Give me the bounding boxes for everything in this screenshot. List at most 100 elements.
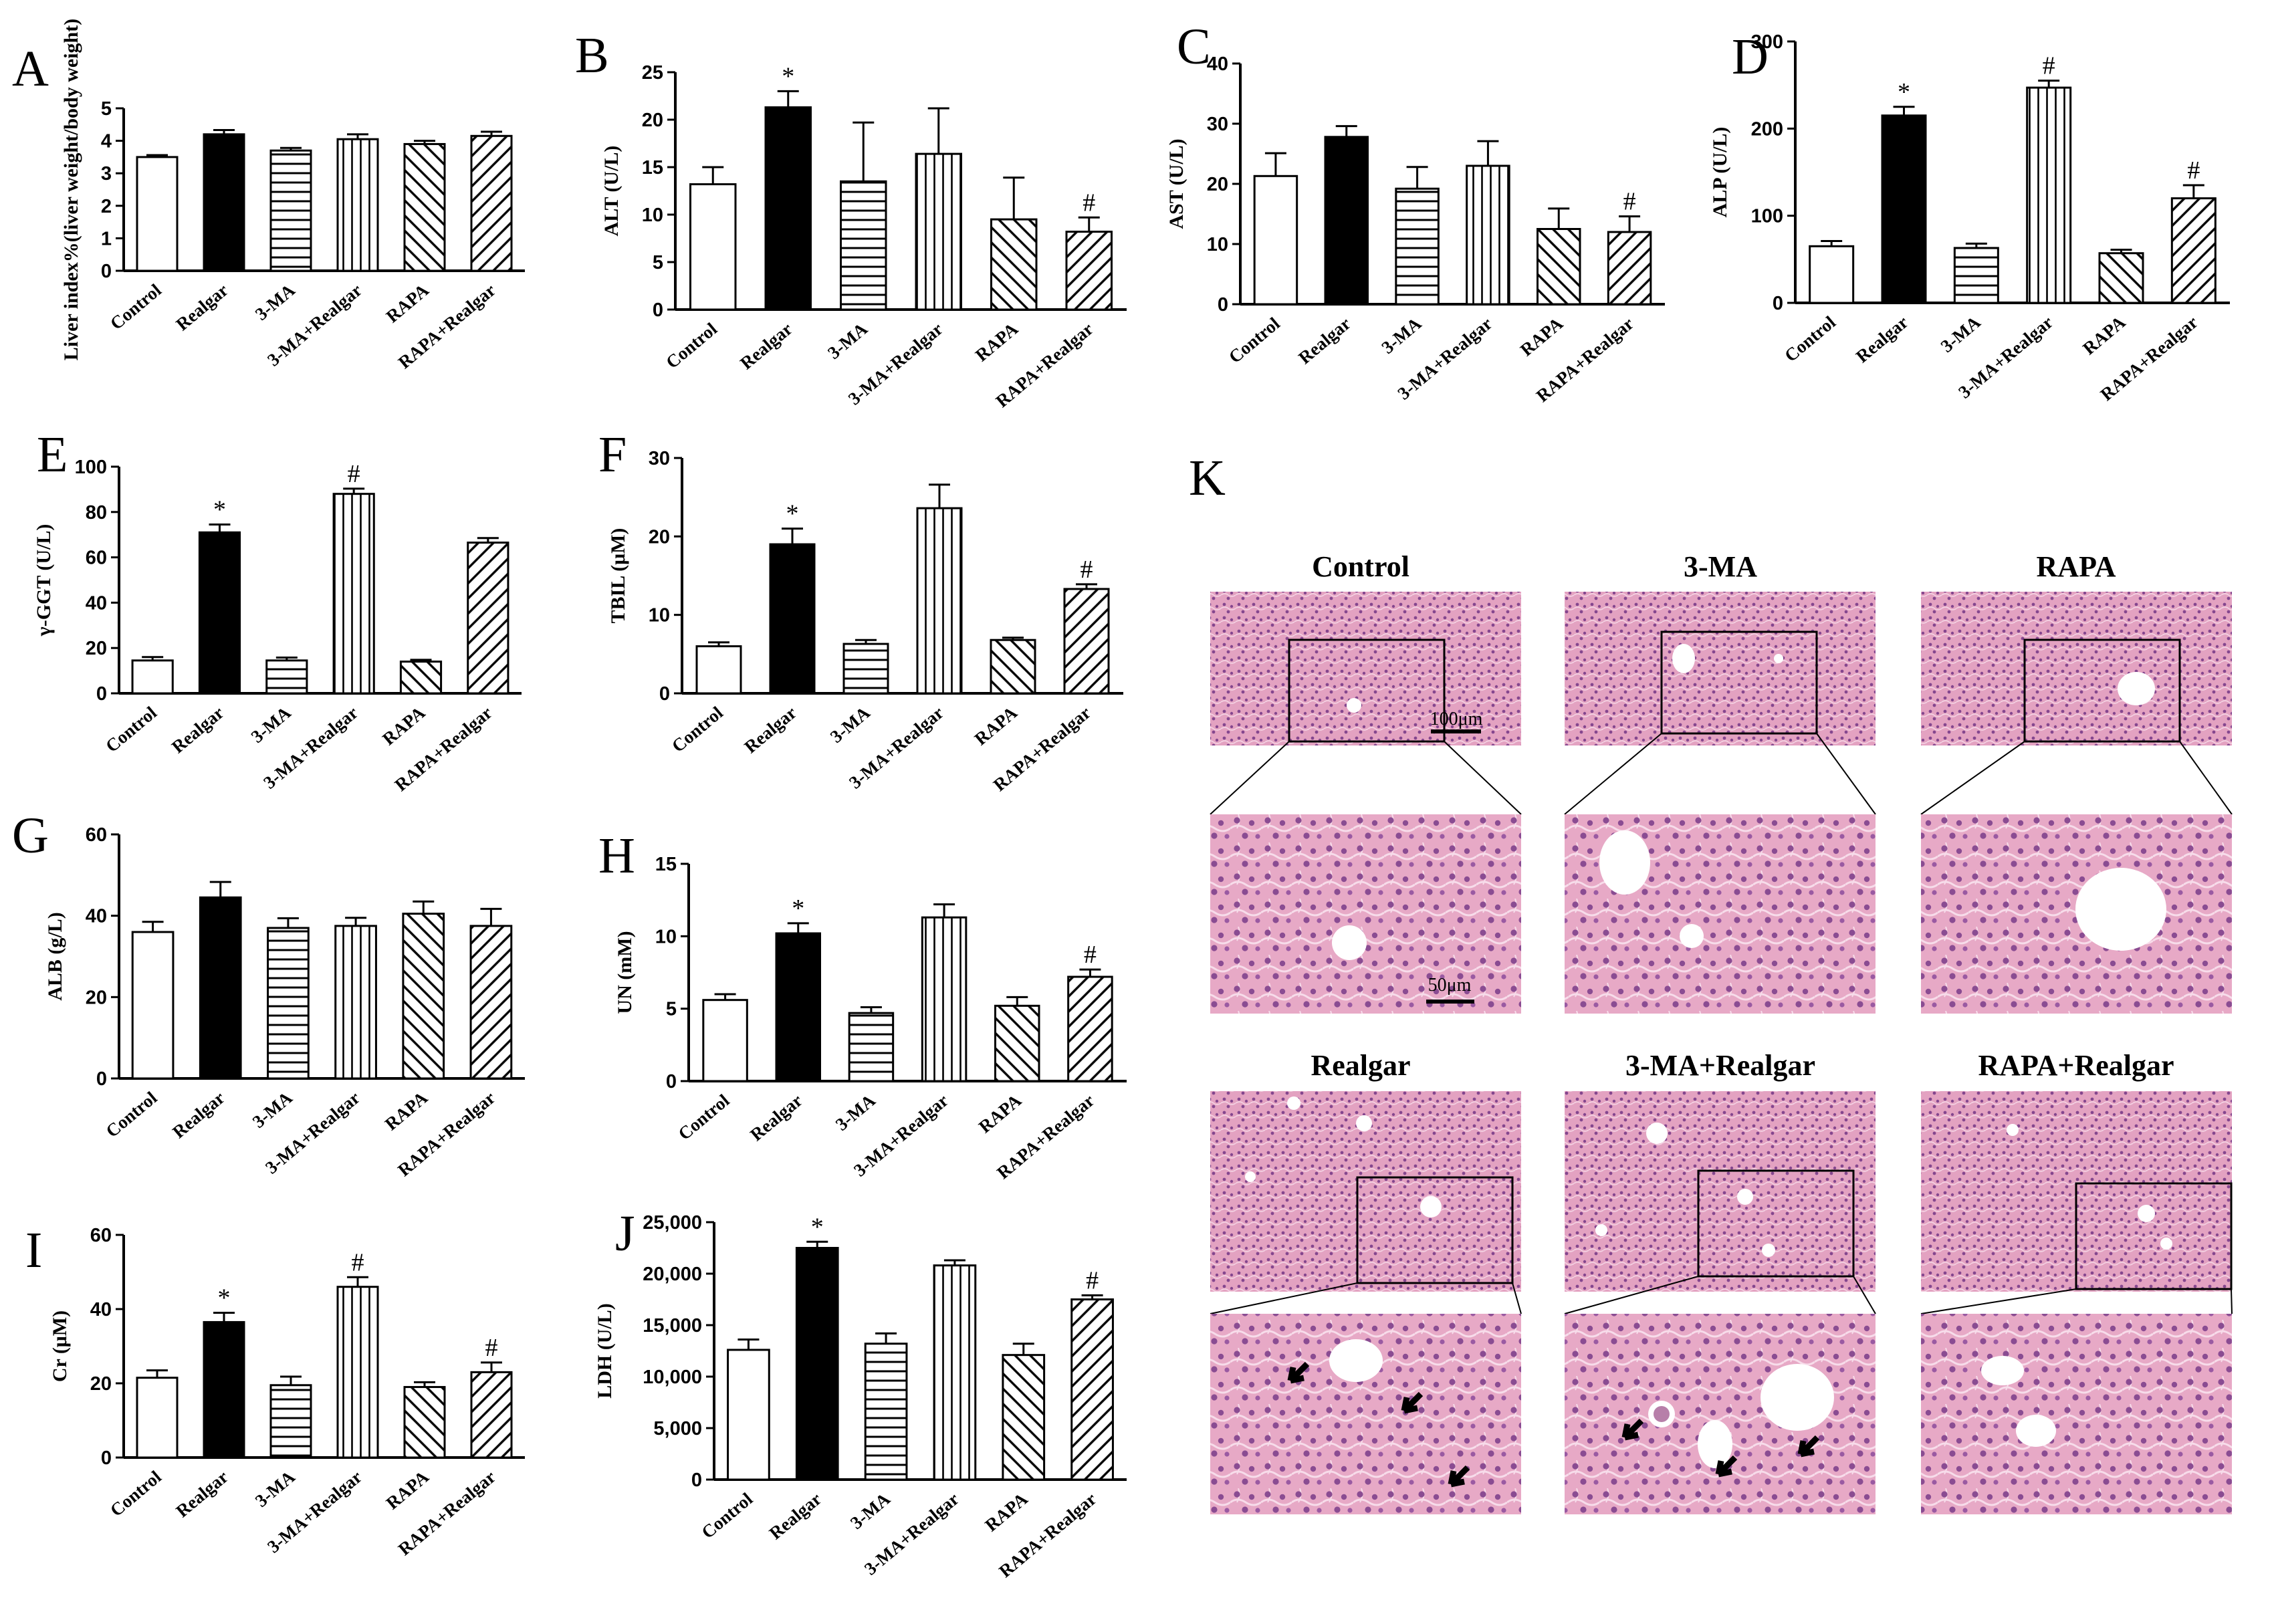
bar-rapa — [990, 639, 1036, 695]
category-label: RAPA — [972, 318, 1022, 365]
panel-letter: B — [575, 27, 609, 84]
micrograph-title-3ma-realgar: 3-MA+Realgar — [1625, 1049, 1815, 1082]
y-tick-label: 25,000 — [643, 1212, 702, 1234]
arrow-icon — [1401, 1391, 1424, 1414]
y-tick-label: 10,000 — [643, 1367, 702, 1388]
bar-rapa-realgar — [1070, 1298, 1114, 1481]
y-tick-label: 20 — [649, 526, 670, 548]
y-tick-label: 60 — [86, 548, 107, 569]
y-tick-label: 5 — [101, 98, 112, 120]
bar-3-ma — [1953, 247, 1999, 304]
significance-mark: # — [1623, 188, 1636, 216]
y-tick-label: 0 — [101, 1447, 112, 1469]
category-label: Control — [1781, 312, 1839, 366]
bar-3-ma-realgar — [332, 493, 375, 695]
bar-control — [689, 183, 737, 311]
bar-3-ma-realgar — [336, 1286, 379, 1459]
category-label: Control — [662, 318, 721, 372]
bar-rapa — [402, 913, 445, 1080]
micrograph-3ma-low — [1565, 592, 1876, 745]
bar-rapa-realgar — [469, 925, 513, 1080]
bar-realgar — [769, 543, 816, 695]
bar-realgar — [764, 106, 812, 311]
y-tick-label: 20 — [90, 1373, 112, 1395]
y-tick-label: 5 — [666, 999, 677, 1020]
y-axis-label: ALT (U/L) — [600, 146, 622, 237]
category-label: Realgar — [168, 703, 227, 758]
significance-mark: * — [811, 1213, 824, 1241]
bar-rapa-realgar — [467, 542, 509, 695]
category-label: Realgar — [746, 1090, 806, 1145]
bar-control — [131, 931, 175, 1080]
bar-3-ma — [269, 149, 312, 272]
category-label: Control — [675, 1090, 733, 1144]
y-tick-label: 30 — [1207, 114, 1228, 135]
y-tick-label: 20,000 — [643, 1264, 702, 1285]
arrow-icon — [1287, 1361, 1310, 1384]
category-label: Realgar — [736, 319, 796, 374]
bar-rapa — [1537, 228, 1581, 306]
significance-mark: # — [1084, 941, 1097, 969]
y-tick-label: 15 — [655, 854, 677, 875]
significance-mark: * — [1898, 78, 1910, 106]
micrograph-rapa-high — [1921, 814, 2232, 1014]
y-tick-label: 20 — [86, 638, 107, 659]
y-tick-label: 10 — [655, 926, 677, 947]
bar-realgar — [198, 531, 241, 695]
category-label: Realgar — [168, 1088, 228, 1143]
bar-3-ma-realgar — [1466, 164, 1510, 306]
y-tick-label: 5,000 — [653, 1418, 702, 1439]
chart-e: E 0 20 40 60 80 100 γ-GGT (U/L) Control * Realgar 3… — [33, 427, 522, 795]
bar-3-ma — [265, 659, 308, 695]
micrograph-realgar-low — [1210, 1091, 1521, 1292]
bar-rapa-realgar — [1063, 588, 1110, 695]
bar-3-ma — [864, 1343, 908, 1481]
category-label: 3-MA — [824, 318, 871, 363]
scale-bar-label-100: 100μm — [1430, 709, 1483, 729]
category-label: RAPA — [378, 702, 429, 749]
bar-realgar — [1881, 114, 1927, 304]
category-label: Control — [102, 702, 160, 756]
micrograph-rapa-realgar-high — [1921, 1314, 2232, 1514]
category-label: 3-MA — [247, 702, 295, 747]
bar-control — [702, 999, 748, 1082]
bar-rapa — [1002, 1354, 1046, 1481]
y-axis-label: LDH (U/L) — [594, 1303, 616, 1399]
category-label: 3-MA — [249, 1087, 296, 1132]
bar-control — [695, 645, 742, 695]
y-tick-label: 15 — [642, 157, 663, 179]
significance-mark: # — [1081, 556, 1093, 584]
micrograph-rapa-low — [1921, 592, 2232, 745]
panel-letter: H — [598, 828, 635, 884]
bar-rapa — [403, 142, 446, 272]
y-tick-label: 60 — [90, 1225, 112, 1246]
significance-mark: # — [348, 460, 360, 488]
bar-realgar — [199, 896, 242, 1080]
bar-3-ma-realgar — [334, 925, 377, 1080]
y-tick-label: 10 — [642, 205, 663, 226]
category-label: RAPA — [382, 1466, 433, 1513]
y-tick-label: 40 — [86, 906, 107, 927]
significance-mark: * — [782, 62, 794, 90]
bar-3-ma — [840, 180, 887, 311]
micrograph-title-rapa-realgar: RAPA+Realgar — [1978, 1049, 2174, 1082]
chart-d: D 0 100 200 300 ALP (U/L) Control * Realgar 3-MA #… — [1709, 29, 2230, 404]
significance-mark: # — [2187, 156, 2200, 185]
arrow-icon — [1448, 1465, 1470, 1488]
y-tick-label: 40 — [90, 1299, 112, 1320]
y-tick-label: 0 — [96, 1068, 107, 1090]
bar-rapa — [2098, 252, 2144, 304]
micrograph-rapa-realgar-low — [1921, 1091, 2233, 1292]
category-label: 3-MA — [846, 1488, 894, 1533]
y-tick-label: 80 — [86, 502, 107, 524]
panel-letter: J — [615, 1205, 635, 1262]
category-label: Control — [1225, 313, 1284, 367]
bar-3-ma-realgar — [933, 1264, 977, 1481]
y-tick-label: 1 — [101, 228, 112, 249]
bar-rapa-realgar — [470, 1371, 513, 1459]
category-label: Realgar — [1294, 314, 1354, 368]
micrograph-3ma-realgar-high — [1565, 1314, 1876, 1514]
y-axis-label: TBIL (μM) — [607, 528, 629, 624]
